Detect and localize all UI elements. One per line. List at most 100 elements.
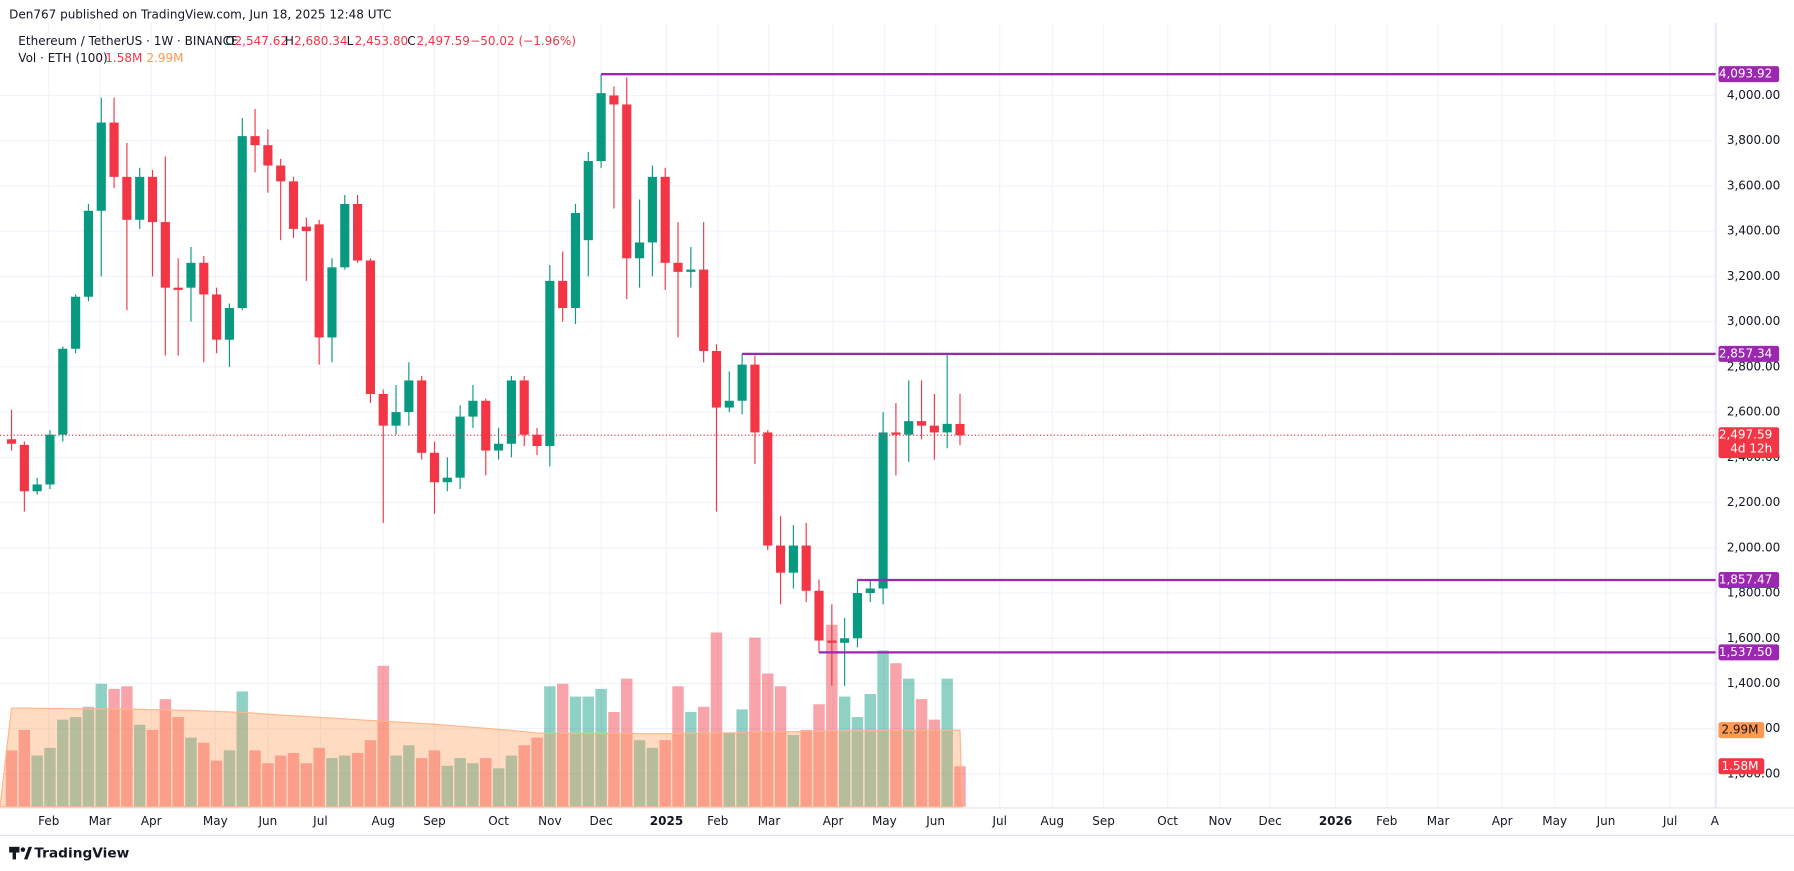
volume-bar (159, 699, 172, 807)
x-tick-label: Feb (1376, 814, 1397, 828)
x-tick-label: Apr (1492, 814, 1513, 828)
volume-ma-axis-label: 2.99M (1721, 723, 1758, 737)
candle-body (391, 412, 401, 426)
volume-bar (595, 688, 607, 807)
x-tick-label: May (872, 814, 897, 828)
volume-box (1718, 758, 1765, 775)
volume-pane (0, 624, 966, 808)
candle-body (916, 421, 927, 426)
publisher: Den767 published on TradingView.com, Jun… (9, 8, 391, 22)
x-tick-label: Mar (1427, 814, 1450, 828)
volume-last: 1.58M (105, 51, 142, 65)
x-tick-label: Nov (1208, 814, 1231, 828)
candle-body (32, 484, 42, 492)
candle-body (904, 421, 914, 435)
y-tick-label: 3,800.00 (1727, 133, 1780, 147)
x-tick-label: Apr (823, 814, 844, 828)
candle-body (276, 165, 286, 182)
candle-body (852, 593, 863, 639)
candle-body (827, 640, 837, 643)
x-tick-label: Aug (1041, 814, 1064, 828)
countdown-label: 4d 12h (1730, 441, 1772, 455)
level-label-box (1718, 644, 1780, 661)
y-tick-label: 2,000.00 (1727, 540, 1780, 554)
legend-close: 2,497.59 (416, 34, 469, 48)
volume-bar (364, 740, 377, 807)
volume-bar (326, 758, 338, 807)
y-tick-label: 1,800.00 (1727, 586, 1780, 600)
x-tick-label: Oct (488, 814, 509, 828)
volume-bar (454, 758, 466, 807)
volume-axis-label: 1.58M (1721, 759, 1758, 773)
level-label-box (1718, 345, 1780, 362)
candle-body (891, 432, 901, 435)
level-label-box (1718, 572, 1780, 589)
volume-bar (146, 729, 159, 807)
volume-bar (480, 758, 492, 807)
volume-bar (864, 694, 876, 807)
volume-bar (5, 750, 18, 807)
level-label: 2,857.34 (1719, 346, 1772, 360)
x-tick-label: Sep (1092, 814, 1115, 828)
candle-body (378, 393, 388, 426)
volume-bar (69, 717, 82, 807)
volume-bar (838, 696, 851, 807)
volume-bar (121, 686, 133, 807)
volume-bar (185, 737, 197, 807)
volume-bar (95, 683, 107, 807)
current-price-box (1718, 427, 1780, 459)
candle-body (673, 262, 683, 272)
volume-bar (531, 737, 543, 807)
candle-body (263, 145, 273, 166)
volume-bar (787, 735, 800, 807)
legend-letter: O (225, 34, 234, 48)
volume-bar (44, 747, 56, 807)
candle-body (6, 439, 17, 444)
volume-bar (826, 624, 838, 807)
candle-body (186, 262, 196, 288)
candle-body (71, 296, 81, 349)
volume-bar (877, 650, 889, 807)
candle-body (481, 400, 491, 451)
level-label: 4,093.92 (1719, 67, 1772, 81)
y-tick-label: 3,400.00 (1727, 224, 1780, 238)
volume-bar (941, 678, 953, 807)
candle-body (288, 181, 299, 229)
candle-body (583, 161, 593, 241)
volume-bar (582, 696, 595, 807)
volume-bar (685, 711, 697, 807)
y-tick-label: 3,600.00 (1727, 178, 1780, 192)
y-tick-label: 1,600.00 (1727, 631, 1780, 645)
candle-body (314, 224, 324, 338)
candle-body (955, 423, 965, 436)
volume-bar (890, 663, 902, 807)
volume-bar (800, 729, 812, 807)
volume-ma-box (1718, 722, 1765, 739)
candle-body (750, 364, 760, 433)
candle-body (532, 434, 542, 447)
volume-bar (492, 768, 505, 807)
volume-bar (505, 755, 518, 807)
brand: TradingView (34, 846, 129, 862)
candle-body (801, 545, 811, 591)
volume-ma-last: 2.99M (146, 51, 183, 65)
candle-body (404, 380, 414, 413)
legend-open: 2,547.62 (235, 34, 288, 48)
volume-bar (544, 686, 556, 807)
volume-bar (415, 758, 428, 807)
volume-ma-area (0, 707, 963, 808)
volume-bar (210, 760, 223, 807)
volume-bar (467, 763, 479, 807)
level-label: 1,857.47 (1719, 573, 1772, 587)
volume-bar (377, 665, 389, 807)
x-tick-label: Apr (141, 814, 162, 828)
volume-bar (339, 755, 351, 807)
candle-body (212, 294, 222, 340)
volume-bar (31, 755, 43, 807)
volume-bar (697, 706, 710, 807)
candle-body (622, 104, 632, 259)
x-tick-label: Mar (89, 814, 112, 828)
candle-body (519, 380, 529, 435)
volume-bar (621, 678, 633, 807)
volume-bar (351, 752, 364, 807)
